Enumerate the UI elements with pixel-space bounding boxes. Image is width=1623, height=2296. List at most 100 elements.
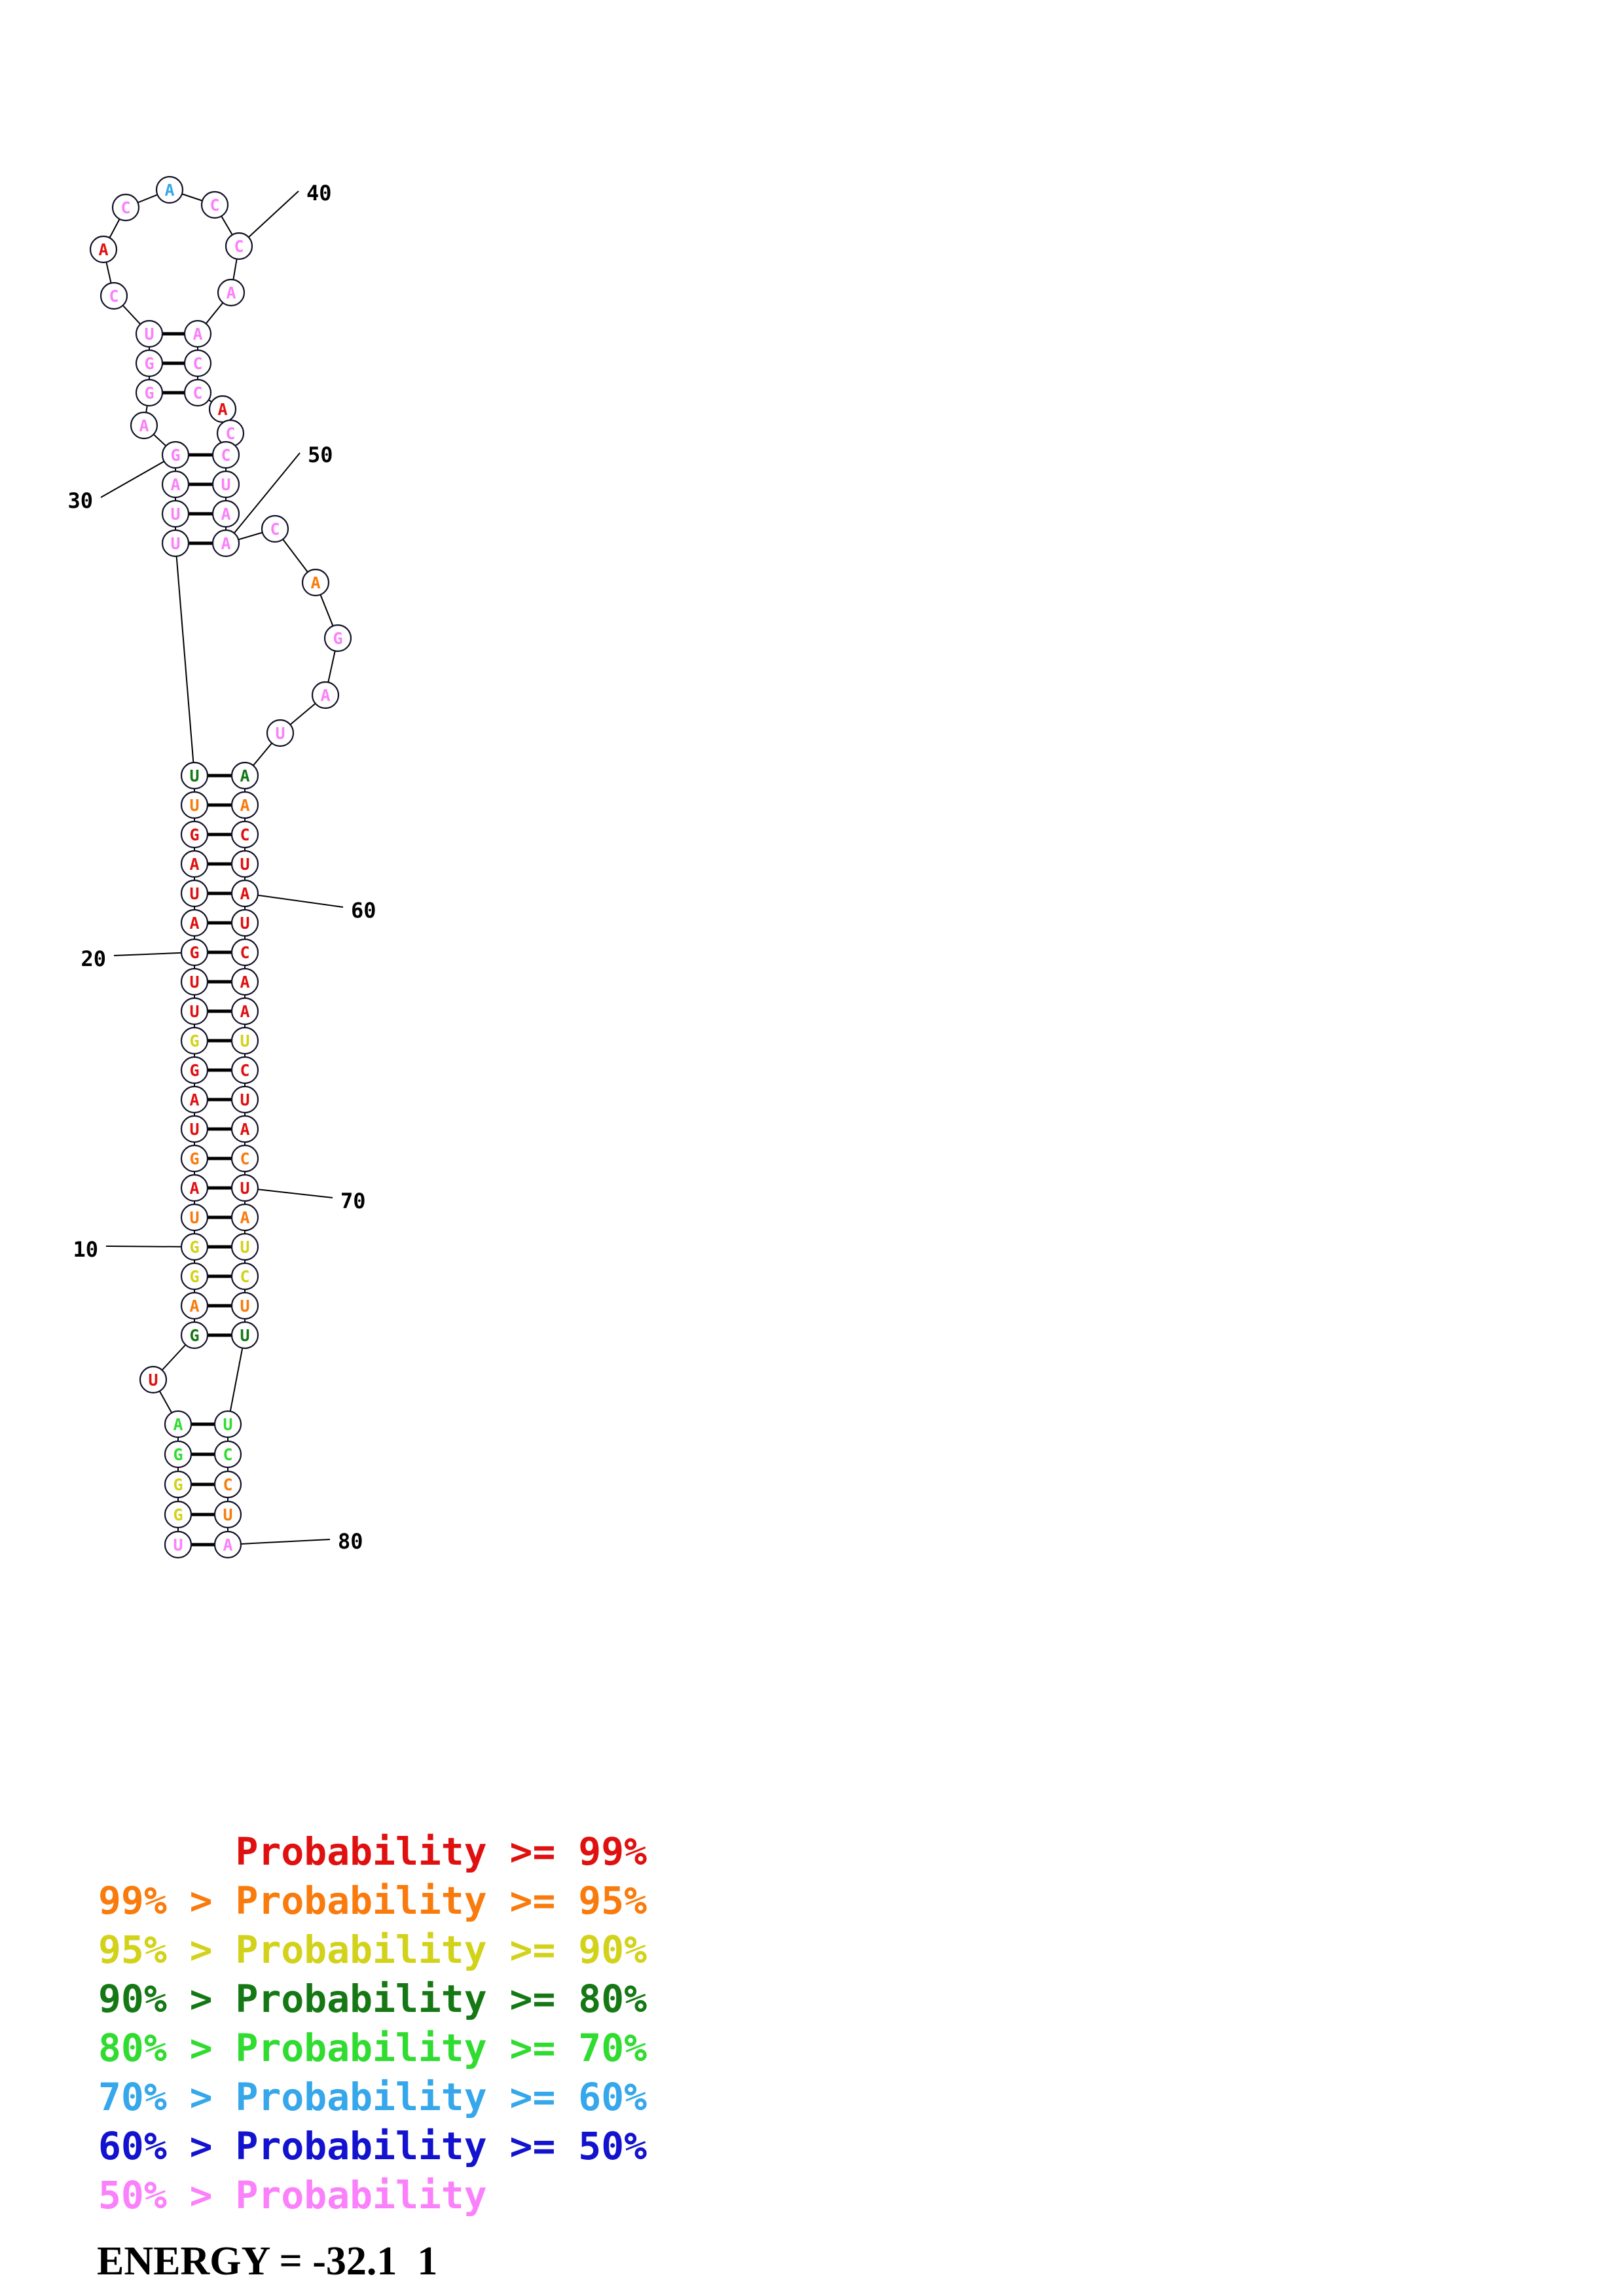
nucleotide-circle [164,1470,192,1499]
nucleotide-letter: U [189,796,199,815]
nucleotide-circle [164,1410,192,1439]
nucleotide-circle [180,1026,209,1055]
nucleotide-circle [180,938,209,967]
nucleotide-circle [161,499,190,528]
nucleotide-circle [230,938,259,967]
nucleotide-circle [211,499,240,528]
nucleotide-letter: C [240,825,249,844]
probability-legend: Probability >= 99% 99% > Probability >= 9… [98,1827,647,2220]
nucleotide-letter: G [189,1267,199,1286]
nucleotide-letter: U [240,1031,249,1050]
nucleotide-circle [135,319,164,348]
nucleotide-letter: U [189,884,199,903]
nucleotide-circle [323,624,352,653]
nucleotide-circle [180,1174,209,1202]
nucleotide-letter: U [240,1238,249,1257]
backbone-line [175,543,195,776]
nucleotide-circle [180,1115,209,1143]
legend-line: 90% > Probability >= 80% [98,1977,647,2021]
nucleotide-letter: A [320,686,330,705]
energy-label: ENERGY = -32.1 1 [97,2239,438,2284]
nucleotide-circle [230,1144,259,1173]
nucleotide-circle [164,1530,192,1559]
nucleotide-circle [135,378,164,407]
nucleotide-letter: A [240,1002,249,1021]
nucleotide-letter: U [275,724,285,743]
nucleotide-circle [183,319,212,348]
nucleotide-letter: A [189,1179,199,1198]
nucleotide-letter: U [170,505,180,524]
nucleotide-circle [180,791,209,819]
nucleotide-letter: C [120,198,130,217]
nucleotide-circle [225,232,253,260]
nucleotide-letter: A [170,475,180,494]
nucleotide-circle [301,568,330,597]
nucleotide-circle [180,1262,209,1291]
nucleotide-circle [130,411,158,440]
label-leader-line [244,893,344,908]
nucleotide-letter: C [234,237,244,256]
position-label: 40 [306,181,332,206]
nucleotide-letter: A [217,400,227,419]
position-label: 10 [73,1237,98,1262]
nucleotide-letter: C [240,1061,249,1080]
nucleotide-circle [230,1115,259,1143]
nucleotide-circle [230,967,259,996]
nucleotide-letter: A [240,796,249,815]
nucleotide-circle [230,1056,259,1085]
nucleotide-letter: A [192,325,202,344]
nucleotide-circle [139,1365,168,1394]
nucleotide-letter: A [240,766,249,785]
label-leader-line [225,452,301,544]
nucleotide-letter: U [240,1090,249,1109]
label-leader-line [244,1187,333,1198]
legend-line: 95% > Probability >= 90% [98,1928,647,1972]
nucleotide-circle [200,190,229,219]
nucleotide-circle [180,879,209,908]
legend-line: 99% > Probability >= 95% [98,1878,647,1923]
nucleotide-letter: U [240,1179,249,1198]
nucleotide-circle [180,1056,209,1085]
nucleotide-letter: U [189,973,199,992]
nucleotide-circle [230,997,259,1026]
nucleotide-letter: G [189,1031,199,1050]
nucleotide-circle [180,1321,209,1350]
nucleotide-circle [230,1026,259,1055]
nucleotide-circle [180,850,209,878]
position-label: 50 [308,442,333,467]
nucleotide-circle [135,349,164,378]
nucleotide-letter: C [240,1149,249,1168]
nucleotide-letter: C [225,424,235,443]
nucleotide-letter: C [223,1445,232,1464]
nucleotide-letter: U [240,914,249,933]
nucleotide-circle [211,529,240,558]
nucleotide-letter: U [170,534,180,553]
nucleotide-circle [183,378,212,407]
legend-line: 80% > Probability >= 70% [98,2026,647,2070]
nucleotide-letter: G [173,1445,183,1464]
nucleotide-letter: A [189,1297,199,1316]
nucleotide-circle [180,761,209,790]
nucleotide-letter: U [189,1208,199,1227]
nucleotide-circle [230,1085,259,1114]
nucleotide-circle [211,470,240,499]
nucleotide-letter: G [189,1061,199,1080]
nucleotide-letter: U [223,1505,232,1524]
nucleotide-circle [111,193,140,222]
nucleotide-circle [161,470,190,499]
nucleotide-letter: U [221,475,230,494]
nucleotide-letter: A [223,1535,232,1554]
nucleotide-letter: G [173,1475,183,1494]
nucleotide-circle [230,820,259,849]
nucleotide-letter: U [148,1371,158,1390]
nucleotide-letter: A [240,1120,249,1139]
nucleotide-letter: G [144,354,154,373]
nucleotide-letter: A [310,573,320,592]
nucleotide-circle [164,1500,192,1529]
nucleotide-circle [213,1470,242,1499]
nucleotide-letter: C [210,196,219,215]
nucleotide-letter: G [170,446,180,465]
nucleotide-letter: A [240,884,249,903]
nucleotide-letter: G [189,1238,199,1257]
nucleotide-letter: U [189,766,199,785]
